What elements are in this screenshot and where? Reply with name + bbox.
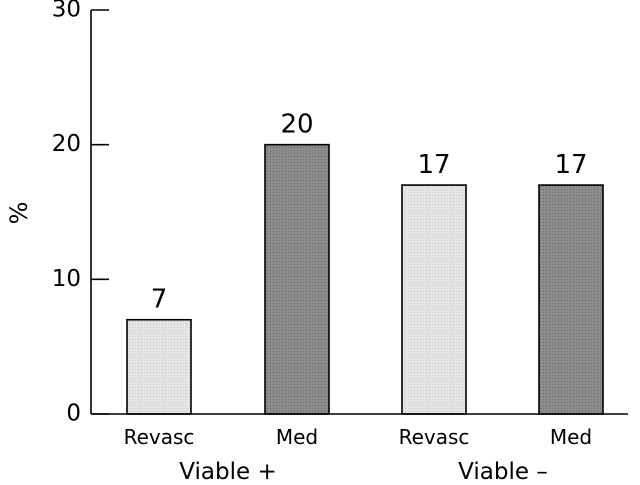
y-tick-label: 20 [52,131,81,157]
y-axis: 0 10 20 30 [52,0,109,427]
x-group-label: Viable – [458,459,548,485]
bar-revasc-1 [126,318,192,415]
y-axis-label: % [5,202,33,225]
x-group-label: Viable + [179,459,276,485]
data-label: 20 [280,110,313,140]
y-tick-label: 10 [52,266,81,292]
bars: 7 20 17 17 [126,110,604,415]
x-category-label: Med [550,425,592,449]
x-category-label: Revasc [124,425,195,449]
x-category-label: Med [276,425,318,449]
y-tick-label: 0 [66,401,81,427]
bar-med-1 [264,143,330,415]
y-tick-label: 30 [52,0,81,23]
data-label: 7 [151,285,168,315]
data-label: 17 [554,150,587,180]
bar-med-2 [538,184,604,415]
x-category-label: Revasc [399,425,470,449]
bar-revasc-2 [401,184,467,415]
data-label: 17 [417,150,450,180]
